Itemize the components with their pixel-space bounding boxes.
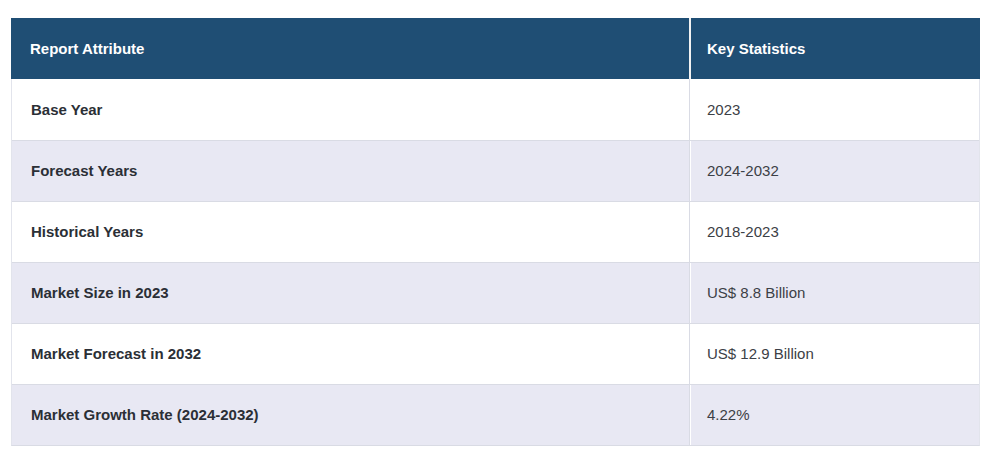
table-row: Market Forecast in 2032 US$ 12.9 Billion bbox=[12, 323, 979, 384]
table-header-row: Report Attribute Key Statistics bbox=[11, 18, 980, 79]
row-value: US$ 12.9 Billion bbox=[690, 324, 979, 384]
table-body: Base Year 2023 Forecast Years 2024-2032 … bbox=[12, 79, 979, 445]
row-attribute-label: Historical Years bbox=[12, 202, 690, 262]
column-header-key-statistics: Key Statistics bbox=[689, 18, 980, 79]
row-attribute-label: Market Size in 2023 bbox=[12, 263, 690, 323]
row-attribute-label: Market Growth Rate (2024-2032) bbox=[12, 385, 690, 445]
row-value: US$ 8.8 Billion bbox=[690, 263, 979, 323]
row-attribute-label: Base Year bbox=[12, 79, 690, 140]
table-row: Historical Years 2018-2023 bbox=[12, 201, 979, 262]
column-header-report-attribute: Report Attribute bbox=[11, 18, 689, 79]
report-statistics-table: Report Attribute Key Statistics Base Yea… bbox=[11, 18, 980, 446]
row-value: 2024-2032 bbox=[690, 141, 979, 201]
row-attribute-label: Market Forecast in 2032 bbox=[12, 324, 690, 384]
table-row: Forecast Years 2024-2032 bbox=[12, 140, 979, 201]
row-value: 4.22% bbox=[690, 385, 979, 445]
table-row: Base Year 2023 bbox=[12, 79, 979, 140]
row-value: 2023 bbox=[690, 79, 979, 140]
table-row: Market Size in 2023 US$ 8.8 Billion bbox=[12, 262, 979, 323]
row-value: 2018-2023 bbox=[690, 202, 979, 262]
table-row: Market Growth Rate (2024-2032) 4.22% bbox=[12, 384, 979, 445]
row-attribute-label: Forecast Years bbox=[12, 141, 690, 201]
